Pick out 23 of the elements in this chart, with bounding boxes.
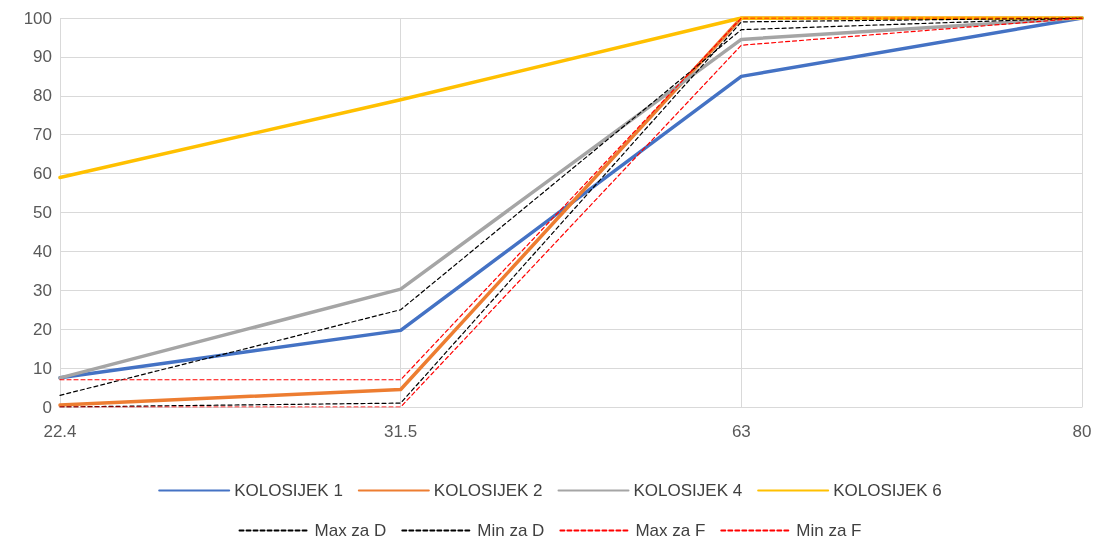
legend-label: Min za D: [477, 521, 545, 540]
y-tick-label: 90: [33, 47, 52, 67]
legend-label: KOLOSIJEK 2: [433, 481, 543, 500]
y-tick-label: 60: [33, 164, 52, 184]
y-tick-label: 20: [33, 319, 52, 339]
y-tick-label: 100: [23, 8, 52, 28]
legend-label: KOLOSIJEK 6: [833, 481, 942, 500]
y-tick-label: 40: [33, 241, 52, 261]
x-tick-label: 22.4: [43, 422, 77, 441]
legend-label: KOLOSIJEK 1: [234, 481, 343, 500]
x-tick-label: 31.5: [384, 422, 418, 441]
y-tick-label: 80: [33, 86, 52, 106]
y-tick-label: 70: [33, 125, 52, 145]
x-tick-label: 80: [1072, 422, 1092, 441]
legend-label: Min za F: [796, 521, 862, 540]
legend-label: KOLOSIJEK 4: [633, 481, 743, 500]
legend-label: Max za D: [314, 521, 387, 540]
y-tick-label: 0: [42, 397, 52, 417]
y-tick-label: 50: [33, 203, 52, 222]
x-tick-label: 63: [731, 422, 751, 441]
legend-label: Max za F: [635, 521, 706, 540]
y-tick-label: 10: [33, 358, 52, 378]
y-tick-label: 30: [33, 280, 52, 300]
